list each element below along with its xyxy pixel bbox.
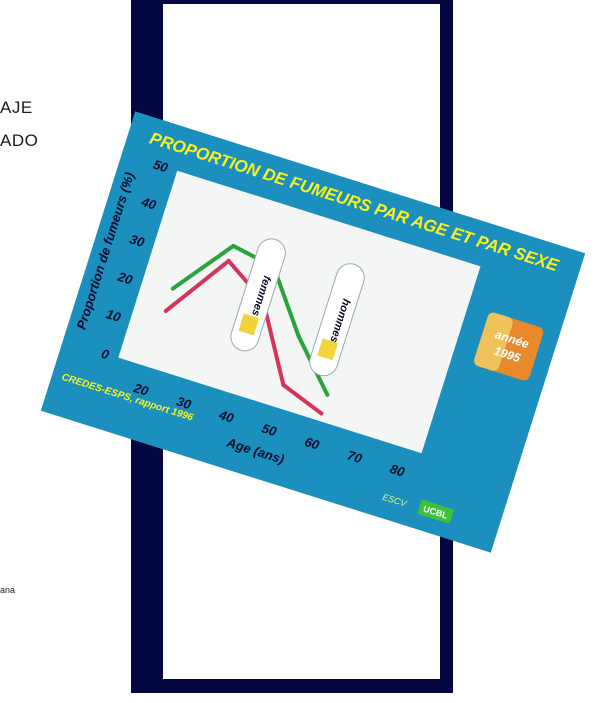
logo-ucbl-box (417, 499, 454, 524)
legend-swatch-femmes (238, 313, 260, 336)
y-tick-label: 10 (104, 306, 123, 325)
cut-text-line-3: ana (0, 585, 16, 595)
x-tick-label: 50 (260, 421, 279, 440)
y-tick-label: 50 (151, 157, 170, 176)
data-point-hommes (296, 334, 301, 339)
x-tick-label: 30 (175, 394, 194, 413)
data-point-femmes (226, 258, 231, 263)
legend-swatch-hommes (317, 338, 338, 361)
x-tick-label: 80 (388, 461, 407, 480)
legend-tag-femmes: femmes (230, 238, 286, 352)
x-tick-labels: 20 30 40 50 60 70 80 (131, 380, 407, 480)
x-tick-label: 70 (346, 447, 365, 466)
x-tick-label: 60 (303, 434, 322, 453)
cut-text-line-2: ADO (0, 131, 39, 150)
x-tick-label: 20 (131, 380, 151, 399)
data-point-hommes (325, 392, 330, 397)
y-tick-label: 20 (115, 269, 135, 288)
y-tick-label: 40 (139, 194, 159, 213)
year-badge: année 1995 (474, 312, 544, 381)
data-point-hommes (231, 243, 236, 248)
data-point-femmes (163, 308, 168, 313)
cut-text-line-1: AJE (0, 98, 33, 117)
year-badge-shade (474, 312, 513, 371)
plot-area (118, 170, 481, 454)
data-point-femmes (281, 383, 286, 388)
chart-slide: PROPORTION DE FUMEURS PAR AGE ET PAR SEX… (40, 111, 586, 553)
data-point-femmes (319, 411, 324, 416)
chart-svg: PROPORTION DE FUMEURS PAR AGE ET PAR SEX… (40, 111, 586, 553)
y-tick-label: 30 (128, 231, 147, 250)
x-tick-label: 40 (216, 407, 236, 426)
data-point-hommes (170, 286, 175, 291)
